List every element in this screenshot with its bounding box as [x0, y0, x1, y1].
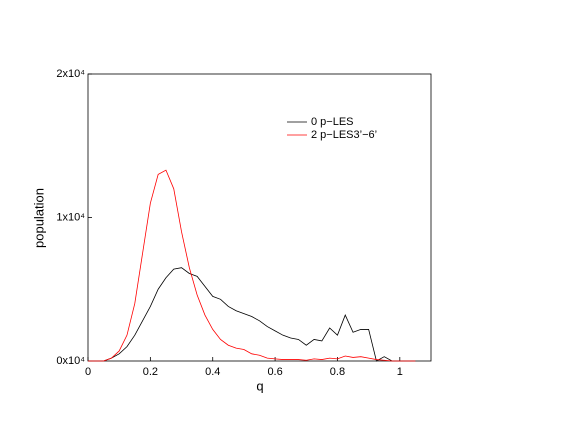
series-line	[88, 267, 416, 362]
series-line	[88, 169, 416, 362]
x-tick-label: 0.4	[205, 366, 220, 378]
x-tick-label: 0	[85, 366, 91, 378]
x-tick-label: 0.8	[330, 366, 345, 378]
legend-label: 0 p−LES	[311, 116, 354, 128]
plot-frame	[87, 73, 432, 362]
y-axis-label: population	[31, 188, 46, 248]
x-tick-label: 0.6	[267, 366, 282, 378]
legend-label: 2 p−LES3’−6’	[311, 129, 377, 141]
y-tick-label: 1x10⁴	[56, 211, 85, 223]
x-axis-label: q	[256, 378, 263, 393]
x-tick-label: 0.2	[143, 366, 158, 378]
y-tick-label: 0x10⁴	[56, 355, 85, 367]
y-tick-label: 2x10⁴	[56, 68, 85, 80]
x-tick-label: 1	[397, 366, 403, 378]
